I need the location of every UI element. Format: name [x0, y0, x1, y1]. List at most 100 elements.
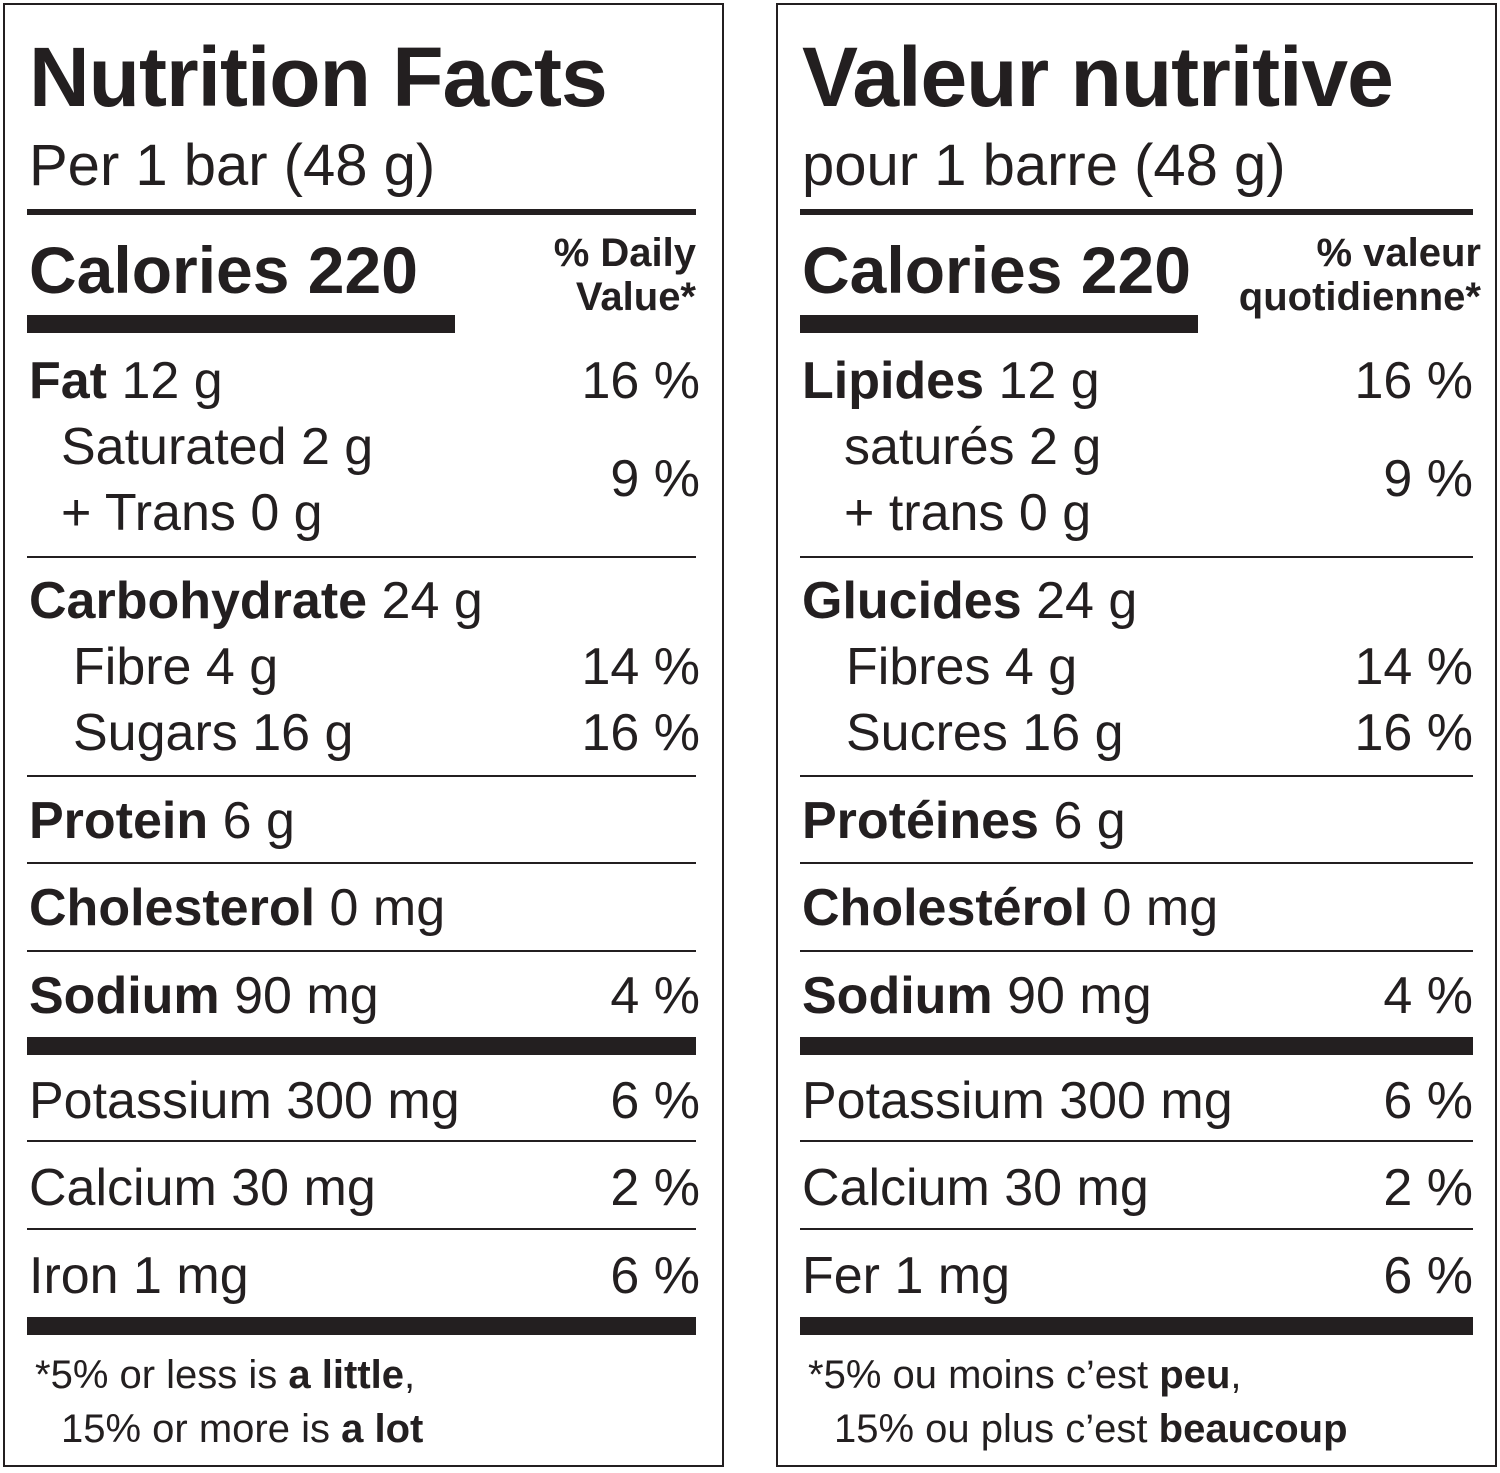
- daily-value-header-line2: quotidienne*: [1238, 275, 1481, 319]
- fibre-daily-value: 14 %: [581, 638, 700, 696]
- sodium-row: Sodium 90 mg: [29, 970, 379, 1022]
- saturated-fat-row: saturés 2 g: [844, 418, 1102, 476]
- serving-size: Per 1 bar (48 g): [29, 133, 436, 198]
- fat-amount: 12 g: [121, 352, 223, 410]
- sugars-row: Sugars 16 g: [73, 704, 354, 762]
- daily-value-header-line1: % valeur: [1316, 231, 1481, 275]
- fat-row: Lipides 12 g: [802, 355, 1100, 407]
- divider-rule: [800, 1140, 1473, 1142]
- fat-amount: 12 g: [998, 352, 1100, 410]
- thick-divider-rule: [27, 1317, 696, 1335]
- fat-name: Lipides: [802, 352, 985, 410]
- protein-amount: 6 g: [1053, 792, 1126, 850]
- sodium-name: Sodium: [802, 967, 993, 1025]
- iron-row: Fer 1 mg: [802, 1247, 1011, 1305]
- calories-label: Calories 220: [29, 233, 418, 307]
- nutrition-facts-panel-french: Valeur nutritive pour 1 barre (48 g) Cal…: [776, 3, 1497, 1467]
- panel-title: Nutrition Facts: [29, 30, 608, 124]
- cholesterol-amount: 0 mg: [329, 879, 446, 937]
- divider-rule: [800, 556, 1473, 558]
- footnote: *5% ou moins c’est peu, 15% ou plus c’es…: [808, 1348, 1348, 1456]
- divider-rule: [800, 950, 1473, 952]
- divider-rule: [800, 209, 1473, 215]
- cholesterol-amount: 0 mg: [1102, 879, 1219, 937]
- fibre-row: Fibres 4 g: [846, 638, 1078, 696]
- fibre-row: Fibre 4 g: [73, 638, 279, 696]
- saturated-trans-daily-value: 9 %: [610, 450, 700, 508]
- protein-amount: 6 g: [222, 792, 295, 850]
- sugars-row: Sucres 16 g: [846, 704, 1124, 762]
- footnote-line2: 15% or more is a lot: [61, 1407, 424, 1451]
- protein-row: Protein 6 g: [29, 795, 295, 847]
- carbohydrate-amount: 24 g: [381, 572, 483, 630]
- divider-rule: [27, 556, 696, 558]
- calories-label: Calories 220: [802, 233, 1191, 307]
- carbohydrate-name: Glucides: [802, 572, 1022, 630]
- thick-divider-rule: [800, 1317, 1473, 1335]
- daily-value-header-line1: % Daily: [553, 231, 696, 275]
- cholesterol-row: Cholestérol 0 mg: [802, 882, 1218, 934]
- divider-rule: [800, 1228, 1473, 1230]
- protein-name: Protéines: [802, 792, 1039, 850]
- saturated-fat-row: Saturated 2 g: [61, 418, 374, 476]
- fat-row: Fat 12 g: [29, 355, 223, 407]
- daily-value-header: % Daily Value*: [554, 231, 696, 319]
- cholesterol-name: Cholestérol: [802, 879, 1089, 937]
- trans-fat-row: + trans 0 g: [844, 484, 1092, 542]
- footnote-line1: *5% or less is a little,: [35, 1353, 416, 1397]
- sodium-row: Sodium 90 mg: [802, 970, 1152, 1022]
- divider-rule: [27, 862, 696, 864]
- divider-rule: [800, 775, 1473, 777]
- divider-rule: [27, 775, 696, 777]
- sodium-daily-value: 4 %: [610, 967, 700, 1025]
- iron-daily-value: 6 %: [610, 1247, 700, 1305]
- calories-underline: [800, 315, 1198, 333]
- thick-divider-rule: [27, 1037, 696, 1055]
- trans-fat-row: + Trans 0 g: [61, 484, 323, 542]
- serving-size: pour 1 barre (48 g): [802, 133, 1286, 198]
- saturated-trans-daily-value: 9 %: [1383, 450, 1473, 508]
- iron-daily-value: 6 %: [1383, 1247, 1473, 1305]
- sodium-amount: 90 mg: [234, 967, 379, 1025]
- carbohydrate-name: Carbohydrate: [29, 572, 368, 630]
- potassium-daily-value: 6 %: [610, 1072, 700, 1130]
- fat-daily-value: 16 %: [581, 352, 700, 410]
- iron-row: Iron 1 mg: [29, 1247, 249, 1305]
- potassium-row: Potassium 300 mg: [29, 1072, 460, 1130]
- footnote: *5% or less is a little, 15% or more is …: [35, 1348, 423, 1456]
- daily-value-header: % valeur quotidienne*: [1239, 231, 1481, 319]
- daily-value-header-line2: Value*: [575, 275, 696, 319]
- footnote-line2: 15% ou plus c’est beaucoup: [834, 1407, 1348, 1451]
- footnote-line1: *5% ou moins c’est peu,: [808, 1353, 1242, 1397]
- carbohydrate-amount: 24 g: [1036, 572, 1138, 630]
- divider-rule: [27, 950, 696, 952]
- divider-rule: [27, 1228, 696, 1230]
- calcium-daily-value: 2 %: [610, 1159, 700, 1217]
- protein-name: Protein: [29, 792, 209, 850]
- fibre-daily-value: 14 %: [1354, 638, 1473, 696]
- cholesterol-row: Cholesterol 0 mg: [29, 882, 445, 934]
- panel-title: Valeur nutritive: [802, 30, 1394, 124]
- calcium-row: Calcium 30 mg: [29, 1159, 376, 1217]
- potassium-daily-value: 6 %: [1383, 1072, 1473, 1130]
- nutrition-facts-panel-english: Nutrition Facts Per 1 bar (48 g) Calorie…: [3, 3, 724, 1467]
- protein-row: Protéines 6 g: [802, 795, 1126, 847]
- sugars-daily-value: 16 %: [581, 704, 700, 762]
- divider-rule: [800, 862, 1473, 864]
- carbohydrate-row: Carbohydrate 24 g: [29, 575, 483, 627]
- divider-rule: [27, 209, 696, 215]
- divider-rule: [27, 1140, 696, 1142]
- sugars-daily-value: 16 %: [1354, 704, 1473, 762]
- potassium-row: Potassium 300 mg: [802, 1072, 1233, 1130]
- calcium-daily-value: 2 %: [1383, 1159, 1473, 1217]
- sodium-daily-value: 4 %: [1383, 967, 1473, 1025]
- calcium-row: Calcium 30 mg: [802, 1159, 1149, 1217]
- carbohydrate-row: Glucides 24 g: [802, 575, 1137, 627]
- cholesterol-name: Cholesterol: [29, 879, 316, 937]
- fat-daily-value: 16 %: [1354, 352, 1473, 410]
- thick-divider-rule: [800, 1037, 1473, 1055]
- fat-name: Fat: [29, 352, 107, 410]
- sodium-amount: 90 mg: [1007, 967, 1152, 1025]
- calories-underline: [27, 315, 455, 333]
- sodium-name: Sodium: [29, 967, 220, 1025]
